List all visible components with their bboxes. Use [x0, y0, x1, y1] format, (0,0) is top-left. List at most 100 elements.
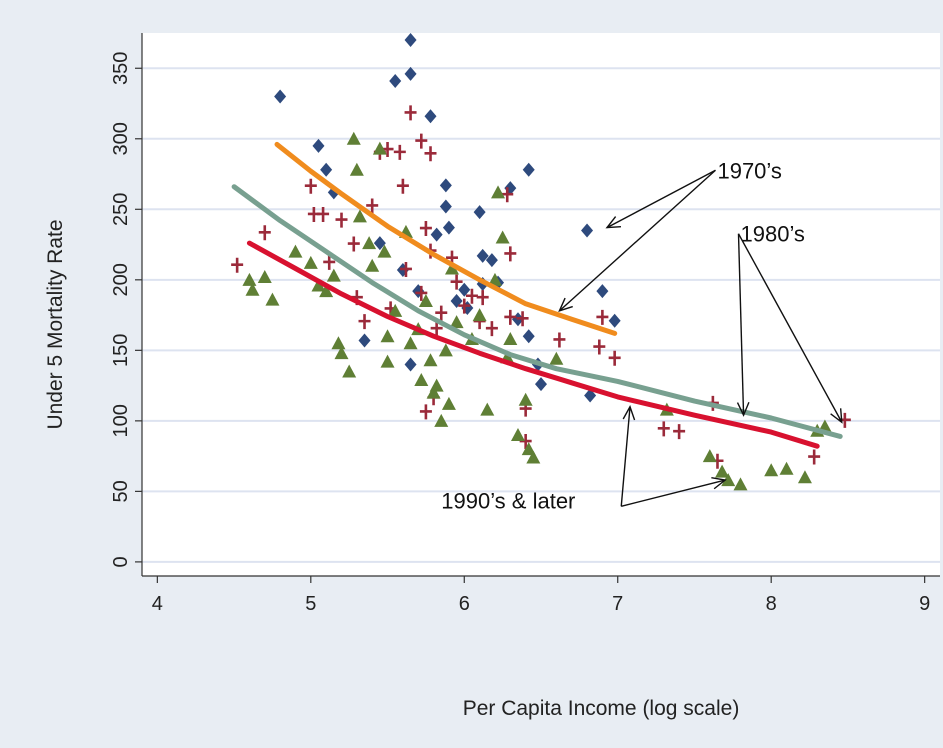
annotation-arrow: [737, 233, 843, 423]
data-point-plus: [415, 285, 428, 301]
data-point-triangle: [423, 353, 438, 367]
fit-line: [274, 141, 618, 336]
data-point-diamond: [473, 205, 486, 220]
data-point-diamond: [476, 248, 489, 263]
data-point-triangle: [429, 378, 444, 392]
x-tick-label: 6: [459, 593, 470, 615]
annotation-arrowhead: [711, 476, 727, 490]
data-point-plus: [435, 305, 448, 321]
data-point-diamond: [404, 33, 417, 48]
data-point-triangle: [346, 131, 361, 145]
y-tick-label: 350: [110, 52, 132, 85]
data-point-triangle: [733, 477, 748, 491]
annotation-label: 1990’s & later: [441, 488, 575, 513]
data-point-triangle: [441, 396, 456, 410]
data-point-triangle: [715, 464, 730, 478]
data-point-diamond: [404, 66, 417, 81]
data-point-plus: [323, 254, 336, 270]
data-point-diamond: [404, 357, 417, 372]
data-point-plus: [465, 288, 478, 304]
data-point-diamond: [458, 282, 471, 297]
data-point-triangle: [245, 282, 260, 296]
data-point-triangle: [510, 427, 525, 441]
data-point-triangle: [388, 303, 403, 317]
data-point-diamond: [535, 377, 547, 392]
x-axis-title: Per Capita Income (log scale): [463, 697, 740, 720]
data-point-diamond: [373, 236, 386, 251]
data-point-triangle: [449, 315, 464, 329]
data-point-triangle: [444, 261, 459, 275]
x-tick-label: 8: [766, 593, 777, 615]
gridlines: [142, 67, 940, 563]
y-axis-title: Under 5 Mortality Rate: [44, 219, 67, 429]
data-point-plus: [608, 350, 621, 366]
data-point-plus: [424, 146, 437, 162]
data-point-triangle: [434, 413, 449, 427]
x-tick-label: 7: [612, 593, 623, 615]
data-point-plus: [419, 404, 432, 420]
data-point-plus: [519, 434, 532, 450]
data-point-plus: [399, 261, 412, 277]
data-point-diamond: [608, 313, 621, 328]
annotation-arrow: [737, 233, 745, 416]
data-point-plus: [596, 309, 609, 325]
data-point-triangle: [265, 292, 280, 306]
x-tick-label: 4: [152, 593, 163, 615]
annotation-arrow: [621, 479, 726, 507]
data-point-triangle: [352, 209, 367, 223]
data-point-plus: [358, 314, 371, 330]
data-point-plus: [553, 332, 566, 348]
data-point-triangle: [380, 354, 395, 368]
annotation-arrow: [606, 169, 716, 229]
data-point-triangle: [257, 269, 272, 283]
data-point-triangle: [303, 255, 318, 269]
data-point-plus: [501, 187, 514, 203]
data-point-plus: [419, 221, 432, 237]
annotation-arrow: [558, 169, 716, 312]
x-tick-label: 9: [919, 593, 930, 615]
annotation-arrowhead: [736, 402, 750, 417]
data-point-diamond: [522, 162, 535, 177]
data-point-plus: [393, 144, 406, 160]
data-point-plus: [458, 298, 471, 314]
data-point-triangle: [372, 141, 387, 155]
data-point-triangle: [418, 293, 433, 307]
fit-line: [231, 184, 843, 439]
data-point-plus: [430, 321, 443, 337]
data-point-plus: [317, 206, 330, 222]
data-point-plus: [593, 339, 606, 355]
data-point-triangle: [319, 284, 334, 298]
annotation-label: 1970’s: [717, 158, 781, 183]
y-tick-label: 50: [110, 480, 132, 502]
data-point-triangle: [526, 450, 541, 464]
data-point-triangle: [365, 258, 380, 272]
data-point-plus: [396, 178, 409, 194]
data-point-diamond: [274, 89, 287, 104]
data-point-triangle: [334, 346, 349, 360]
data-point-plus: [504, 309, 517, 325]
data-point-diamond: [389, 73, 402, 88]
data-point-plus: [404, 105, 417, 121]
data-point-diamond: [442, 220, 455, 235]
annotation-arrowhead: [830, 408, 843, 424]
data-point-triangle: [362, 236, 377, 250]
data-point-plus: [366, 198, 379, 214]
data-point-triangle: [326, 268, 341, 282]
data-point-triangle: [414, 372, 429, 386]
data-point-plus: [347, 236, 360, 252]
data-point-diamond: [358, 333, 371, 348]
data-point-plus: [476, 290, 489, 306]
data-point-triangle: [518, 392, 533, 406]
data-point-triangle: [503, 332, 518, 346]
annotation-arrowhead: [605, 216, 622, 229]
data-point-triangle: [721, 473, 736, 487]
x-tick-label: 5: [305, 593, 316, 615]
data-point-triangle: [349, 162, 364, 176]
y-tick-label: 300: [110, 122, 132, 155]
data-points: [231, 33, 851, 491]
annotation-arrow: [620, 406, 631, 507]
data-point-triangle: [480, 402, 495, 416]
data-point-triangle: [472, 308, 487, 322]
data-point-triangle: [764, 463, 779, 477]
annotation-label: 1980’s: [741, 222, 805, 247]
